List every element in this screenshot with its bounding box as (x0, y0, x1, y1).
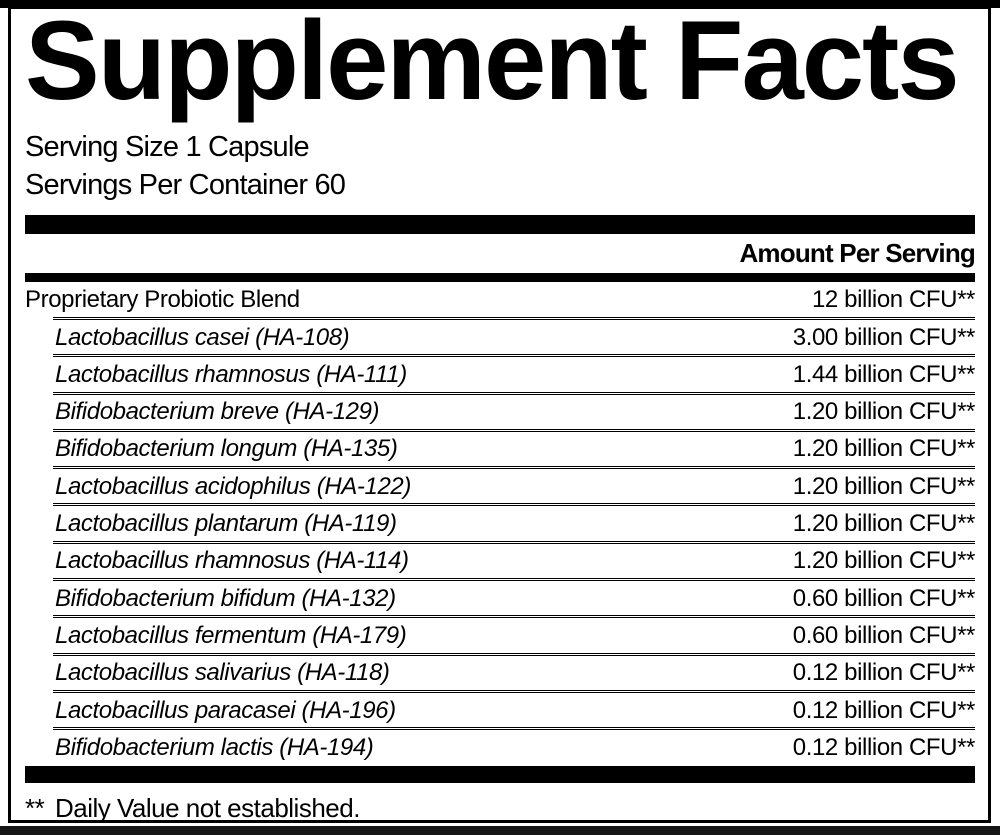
ingredient-name: Bifidobacterium lactis (HA-194) (55, 733, 374, 761)
ingredient-amount: 0.60 billion CFU** (792, 584, 976, 612)
ingredient-name: Lactobacillus acidophilus (HA-122) (55, 472, 411, 500)
ingredient-row: Lactobacillus acidophilus (HA-122) 1.20 … (25, 466, 976, 505)
ingredient-row: Lactobacillus paracasei (HA-196) 0.12 bi… (25, 689, 976, 729)
ingredient-name: Bifidobacterium longum (HA-135) (55, 435, 398, 463)
ingredient-row: Bifidobacterium lactis (HA-194) 0.12 bil… (25, 727, 976, 766)
ingredient-row: Bifidobacterium bifidum (HA-132) 0.60 bi… (25, 577, 976, 617)
ingredient-row: Lactobacillus rhamnosus (HA-111) 1.44 bi… (25, 354, 976, 393)
ingredient-name: Lactobacillus fermentum (HA-179) (55, 621, 407, 649)
ingredient-name: Lactobacillus casei (HA-108) (55, 323, 350, 351)
ingredient-row: Lactobacillus plantarum (HA-119) 1.20 bi… (25, 503, 976, 542)
ingredient-name: Lactobacillus rhamnosus (HA-114) (55, 547, 409, 575)
divider-thick-top (25, 214, 975, 234)
footnote: ** Daily Value not established. (25, 783, 975, 824)
serving-size: Serving Size 1 Capsule (25, 130, 310, 163)
ingredient-row: Lactobacillus casei (HA-108) 3.00 billio… (25, 316, 976, 356)
ingredient-name: Lactobacillus plantarum (HA-119) (55, 510, 397, 538)
footnote-text: Daily Value not established. (55, 793, 360, 824)
ingredient-row: Lactobacillus rhamnosus (HA-114) 1.20 bi… (25, 540, 976, 580)
ingredient-row: Lactobacillus fermentum (HA-179) 0.60 bi… (25, 615, 976, 654)
footnote-marker: ** (25, 793, 45, 824)
divider-thick-bottom (25, 766, 975, 784)
ingredient-amount: 0.12 billion CFU** (792, 659, 976, 687)
serving-info: Serving Size 1 Capsule Servings Per Cont… (25, 128, 975, 204)
ingredient-name: Bifidobacterium bifidum (HA-132) (55, 584, 396, 612)
amount-per-serving-header: Amount Per Serving (739, 237, 975, 268)
ingredient-amount: 0.12 billion CFU** (792, 733, 976, 761)
ingredient-name: Proprietary Probiotic Blend (25, 286, 300, 314)
ingredient-name: Lactobacillus rhamnosus (HA-111) (55, 360, 407, 388)
divider-medium (25, 272, 975, 282)
ingredient-amount: 0.12 billion CFU** (792, 696, 976, 724)
ingredient-name: Bifidobacterium breve (HA-129) (55, 398, 380, 426)
ingredient-amount: 0.60 billion CFU** (792, 621, 976, 649)
bottom-edge-bar (0, 826, 1000, 835)
facts-panel: Supplement Facts Serving Size 1 Capsule … (8, 0, 991, 824)
ingredient-amount: 1.20 billion CFU** (792, 472, 976, 500)
ingredient-amount: 1.20 billion CFU** (792, 510, 976, 538)
panel-title: Supplement Facts (25, 0, 960, 123)
ingredient-amount: 1.20 billion CFU** (792, 435, 976, 463)
ingredient-amount: 3.00 billion CFU** (792, 323, 976, 351)
ingredient-row: Bifidobacterium breve (HA-129) 1.20 bill… (25, 391, 976, 431)
ingredient-name: Lactobacillus paracasei (HA-196) (55, 696, 396, 724)
top-edge-bar (0, 0, 1000, 8)
ingredient-amount: 1.20 billion CFU** (792, 547, 976, 575)
facts-table: Proprietary Probiotic Blend 12 billion C… (25, 282, 975, 767)
ingredient-amount: 1.44 billion CFU** (792, 360, 976, 388)
ingredient-amount: 1.20 billion CFU** (792, 398, 976, 426)
ingredient-row: Proprietary Probiotic Blend 12 billion C… (25, 282, 975, 319)
servings-per-container: Servings Per Container 60 (25, 168, 346, 201)
ingredient-row: Lactobacillus salivarius (HA-118) 0.12 b… (25, 652, 976, 692)
ingredient-name: Lactobacillus salivarius (HA-118) (55, 659, 390, 687)
ingredient-amount: 12 billion CFU** (811, 286, 975, 314)
ingredient-row: Bifidobacterium longum (HA-135) 1.20 bil… (25, 428, 976, 468)
